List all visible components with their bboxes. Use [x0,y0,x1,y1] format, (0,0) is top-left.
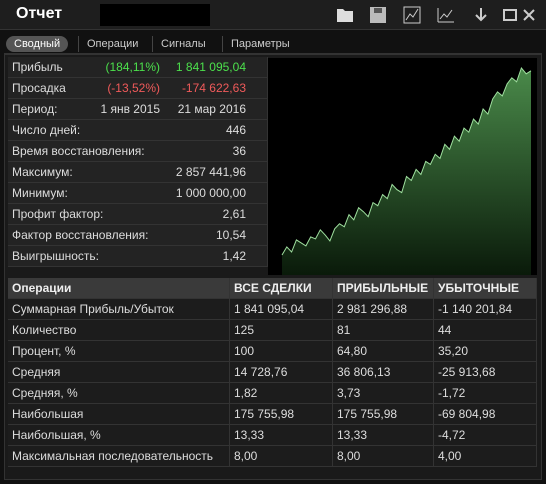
table-cell: Суммарная Прибыль/Убыток [8,299,230,320]
summary-label: Максимум: [12,165,73,179]
equity-chart [268,58,537,275]
summary-row [8,246,268,267]
summary-value: 10,54 [215,228,246,242]
tab[interactable]: Операции [78,36,146,52]
table-cell: Процент, % [8,341,230,362]
summary-label: Просадка [12,81,66,95]
table-header: Операции [8,278,230,299]
table-header: ВСЕ СДЕЛКИ [230,278,333,299]
summary-value: 2 857 441,96 [175,165,246,179]
summary-row [8,204,268,225]
summary-value: 446 [225,123,246,137]
toolbar-icons [337,6,535,24]
name-box [100,4,210,26]
chart-icon[interactable] [403,6,421,24]
summary-label: Профит фактор: [12,207,104,221]
window-title: Отчет [16,5,63,22]
tab[interactable]: Сводный [6,36,69,52]
summary-value: 1,42 [222,249,246,263]
summary-row [8,99,268,120]
table-cell: 125 [230,320,333,341]
table-cell: 3,73 [333,383,434,404]
table-cell: 1 841 095,04 [230,299,333,320]
summary-mid: (184,11%) [105,60,160,74]
table-cell: -1 140 201,84 [434,299,537,320]
summary-row [8,225,268,246]
table-cell: 4,00 [434,446,537,467]
table-cell: Максимальная последовательность [8,446,230,467]
tab[interactable]: Параметры [222,36,298,52]
summary-label: Период: [12,102,58,116]
equity-line [281,66,532,256]
close-icon[interactable] [523,9,535,21]
table-cell: 13,33 [230,425,333,446]
summary-row [8,57,268,78]
table-cell: 81 [333,320,434,341]
table-cell: -4,72 [434,425,537,446]
table-cell: 36 806,13 [333,362,434,383]
summary-row [8,183,268,204]
summary-value: 1 000 000,00 [175,186,246,200]
summary-label: Выигрышность: [12,249,100,263]
table-cell: 44 [434,320,537,341]
table-cell: Количество [8,320,230,341]
tab[interactable]: Сигналы [152,36,214,52]
table-cell: 64,80 [333,341,434,362]
title-bar [0,0,546,30]
table-header: ПРИБЫЛЬНЫЕ [333,278,434,299]
open-icon[interactable] [337,9,353,22]
table-cell: -25 913,68 [434,362,537,383]
summary-row [8,162,268,183]
table-cell: -69 804,98 [434,404,537,425]
equity-icon[interactable] [437,8,454,23]
table-cell: 8,00 [230,446,333,467]
summary-label: Прибыль [12,60,63,74]
table-cell: 1,82 [230,383,333,404]
summary-mid: 1 янв 2015 [100,102,160,116]
summary-row [8,120,268,141]
summary-value: 36 [232,144,246,158]
table-cell: Средняя [8,362,230,383]
summary-label: Фактор восстановления: [12,228,149,242]
table-cell: 8,00 [333,446,434,467]
table-header: УБЫТОЧНЫЕ [434,278,537,299]
table-cell: 175 755,98 [333,404,434,425]
table-cell: 13,33 [333,425,434,446]
summary-label: Время восстановления: [12,144,145,158]
table-cell: Наибольшая, % [8,425,230,446]
table-cell: -1,72 [434,383,537,404]
table-cell: 100 [230,341,333,362]
summary-value: 1 841 095,04 [175,60,246,74]
summary-label: Число дней: [12,123,81,137]
summary-value: 21 мар 2016 [177,102,246,116]
equity-area [282,68,531,275]
export-icon[interactable] [475,8,487,22]
table-cell: 35,20 [434,341,537,362]
table-cell: 2 981 296,88 [333,299,434,320]
summary-value: 2,61 [222,207,246,221]
table-cell: Средняя, % [8,383,230,404]
summary-row [8,78,268,99]
table-cell: 14 728,76 [230,362,333,383]
summary-label: Минимум: [12,186,68,200]
summary-value: -174 622,63 [181,81,246,95]
tab-bar [4,34,542,54]
table-cell: Наибольшая [8,404,230,425]
summary-row [8,141,268,162]
summary-mid: (-13,52%) [107,81,160,95]
table-cell: 175 755,98 [230,404,333,425]
minimize-icon[interactable] [503,9,517,21]
